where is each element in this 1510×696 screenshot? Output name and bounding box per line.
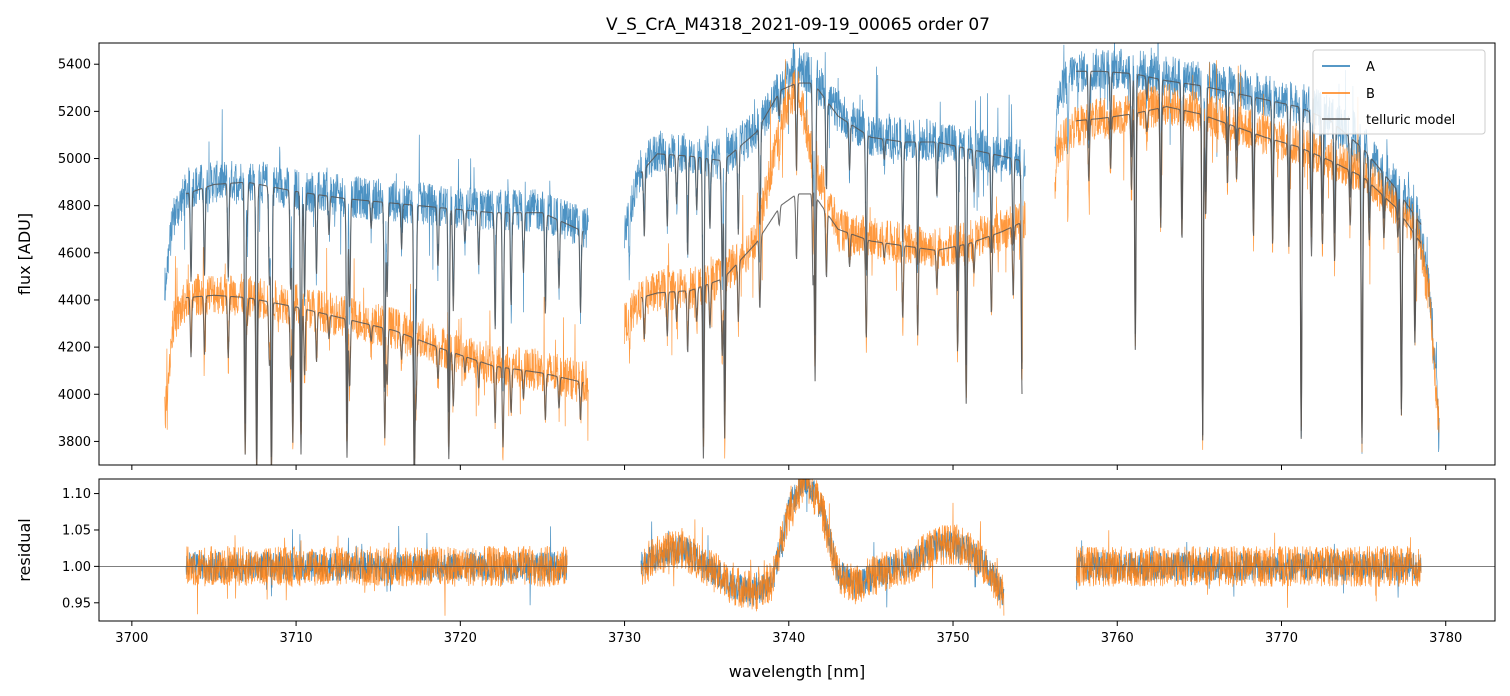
- series-a-flux-segment-3: [1054, 43, 1440, 454]
- flux-panel-frame: [98, 42, 1496, 466]
- flux-y-tick-label: 5000: [58, 152, 91, 167]
- residual-panel: 0.95 1.00 1.05 1.10 3700 3710 3720 3730 3740 375…: [15, 478, 1496, 646]
- flux-y-tick-label: 4800: [58, 199, 91, 214]
- residual-y-tick-label: 1.00: [62, 560, 91, 575]
- series-b-residual-segment-3: [1075, 530, 1422, 608]
- x-tick-label: 3700: [115, 631, 148, 646]
- x-tick-label: 3710: [280, 631, 313, 646]
- x-tick-label: 3770: [1265, 631, 1298, 646]
- flux-y-tick-label: 4000: [58, 388, 91, 403]
- flux-y-tick-label: 3800: [58, 435, 91, 450]
- flux-x-ticks: [131, 465, 1447, 470]
- series-b-residual-segment-1: [185, 535, 568, 616]
- residual-y-axis-label: residual: [15, 518, 34, 581]
- flux-y-axis-label: flux [ADU]: [15, 213, 34, 295]
- flux-y-ticks: 3800 4000 4200 4400 4600 4800 5000 5200 5400: [58, 58, 99, 450]
- residual-panel-frame: [98, 478, 1496, 622]
- x-tick-label: 3740: [772, 631, 805, 646]
- residual-y-tick-label: 1.10: [62, 487, 91, 502]
- x-tick-label: 3750: [936, 631, 969, 646]
- chart-title: V_S_CrA_M4318_2021-09-19_00065 order 07: [606, 15, 990, 35]
- x-tick-label: 3730: [608, 631, 641, 646]
- series-a-flux-segment-1: [164, 109, 589, 459]
- series-b-flux-segment-1: [164, 247, 589, 465]
- x-axis-label: wavelength [nm]: [729, 662, 866, 681]
- residual-x-ticks: 3700 3710 3720 3730 3740 3750 3760 3770 3780: [115, 621, 1462, 646]
- telluric-model-flux-segment-1: [185, 181, 584, 465]
- legend: A B telluric model: [1312, 49, 1486, 135]
- flux-y-tick-label: 5400: [58, 58, 91, 73]
- telluric-model-flux-segment-3: [1076, 70, 1422, 438]
- x-tick-label: 3780: [1429, 631, 1462, 646]
- residual-series-group: [99, 479, 1495, 616]
- flux-y-tick-label: 4600: [58, 246, 91, 261]
- legend-box: [1312, 49, 1486, 135]
- telluric-model-flux-segment-2: [640, 193, 1023, 459]
- flux-panel: 3800 4000 4200 4400 4600 4800 5000 5200 5400 flu…: [15, 42, 1496, 470]
- series-b-flux-segment-3: [1054, 60, 1440, 453]
- legend-label-b: B: [1366, 87, 1375, 102]
- x-tick-label: 3720: [444, 631, 477, 646]
- series-b-residual-segment-2: [640, 479, 1005, 616]
- residual-y-tick-label: 1.05: [62, 523, 91, 538]
- series-a-residual-segment-2: [640, 479, 1005, 608]
- flux-y-tick-label: 4400: [58, 293, 91, 308]
- residual-y-ticks: 0.95 1.00 1.05 1.10: [62, 487, 99, 611]
- telluric-model-flux-segment-1: [186, 294, 584, 465]
- legend-label-a: A: [1366, 60, 1375, 75]
- flux-y-tick-label: 5200: [58, 105, 91, 120]
- residual-y-tick-label: 0.95: [62, 596, 91, 611]
- flux-y-tick-label: 4200: [58, 341, 91, 356]
- telluric-model-flux-segment-3: [1076, 106, 1422, 444]
- flux-series-group: [164, 43, 1440, 465]
- telluric-model-flux-segment-2: [640, 82, 1023, 429]
- x-tick-label: 3760: [1101, 631, 1134, 646]
- legend-label-telluric: telluric model: [1366, 113, 1455, 128]
